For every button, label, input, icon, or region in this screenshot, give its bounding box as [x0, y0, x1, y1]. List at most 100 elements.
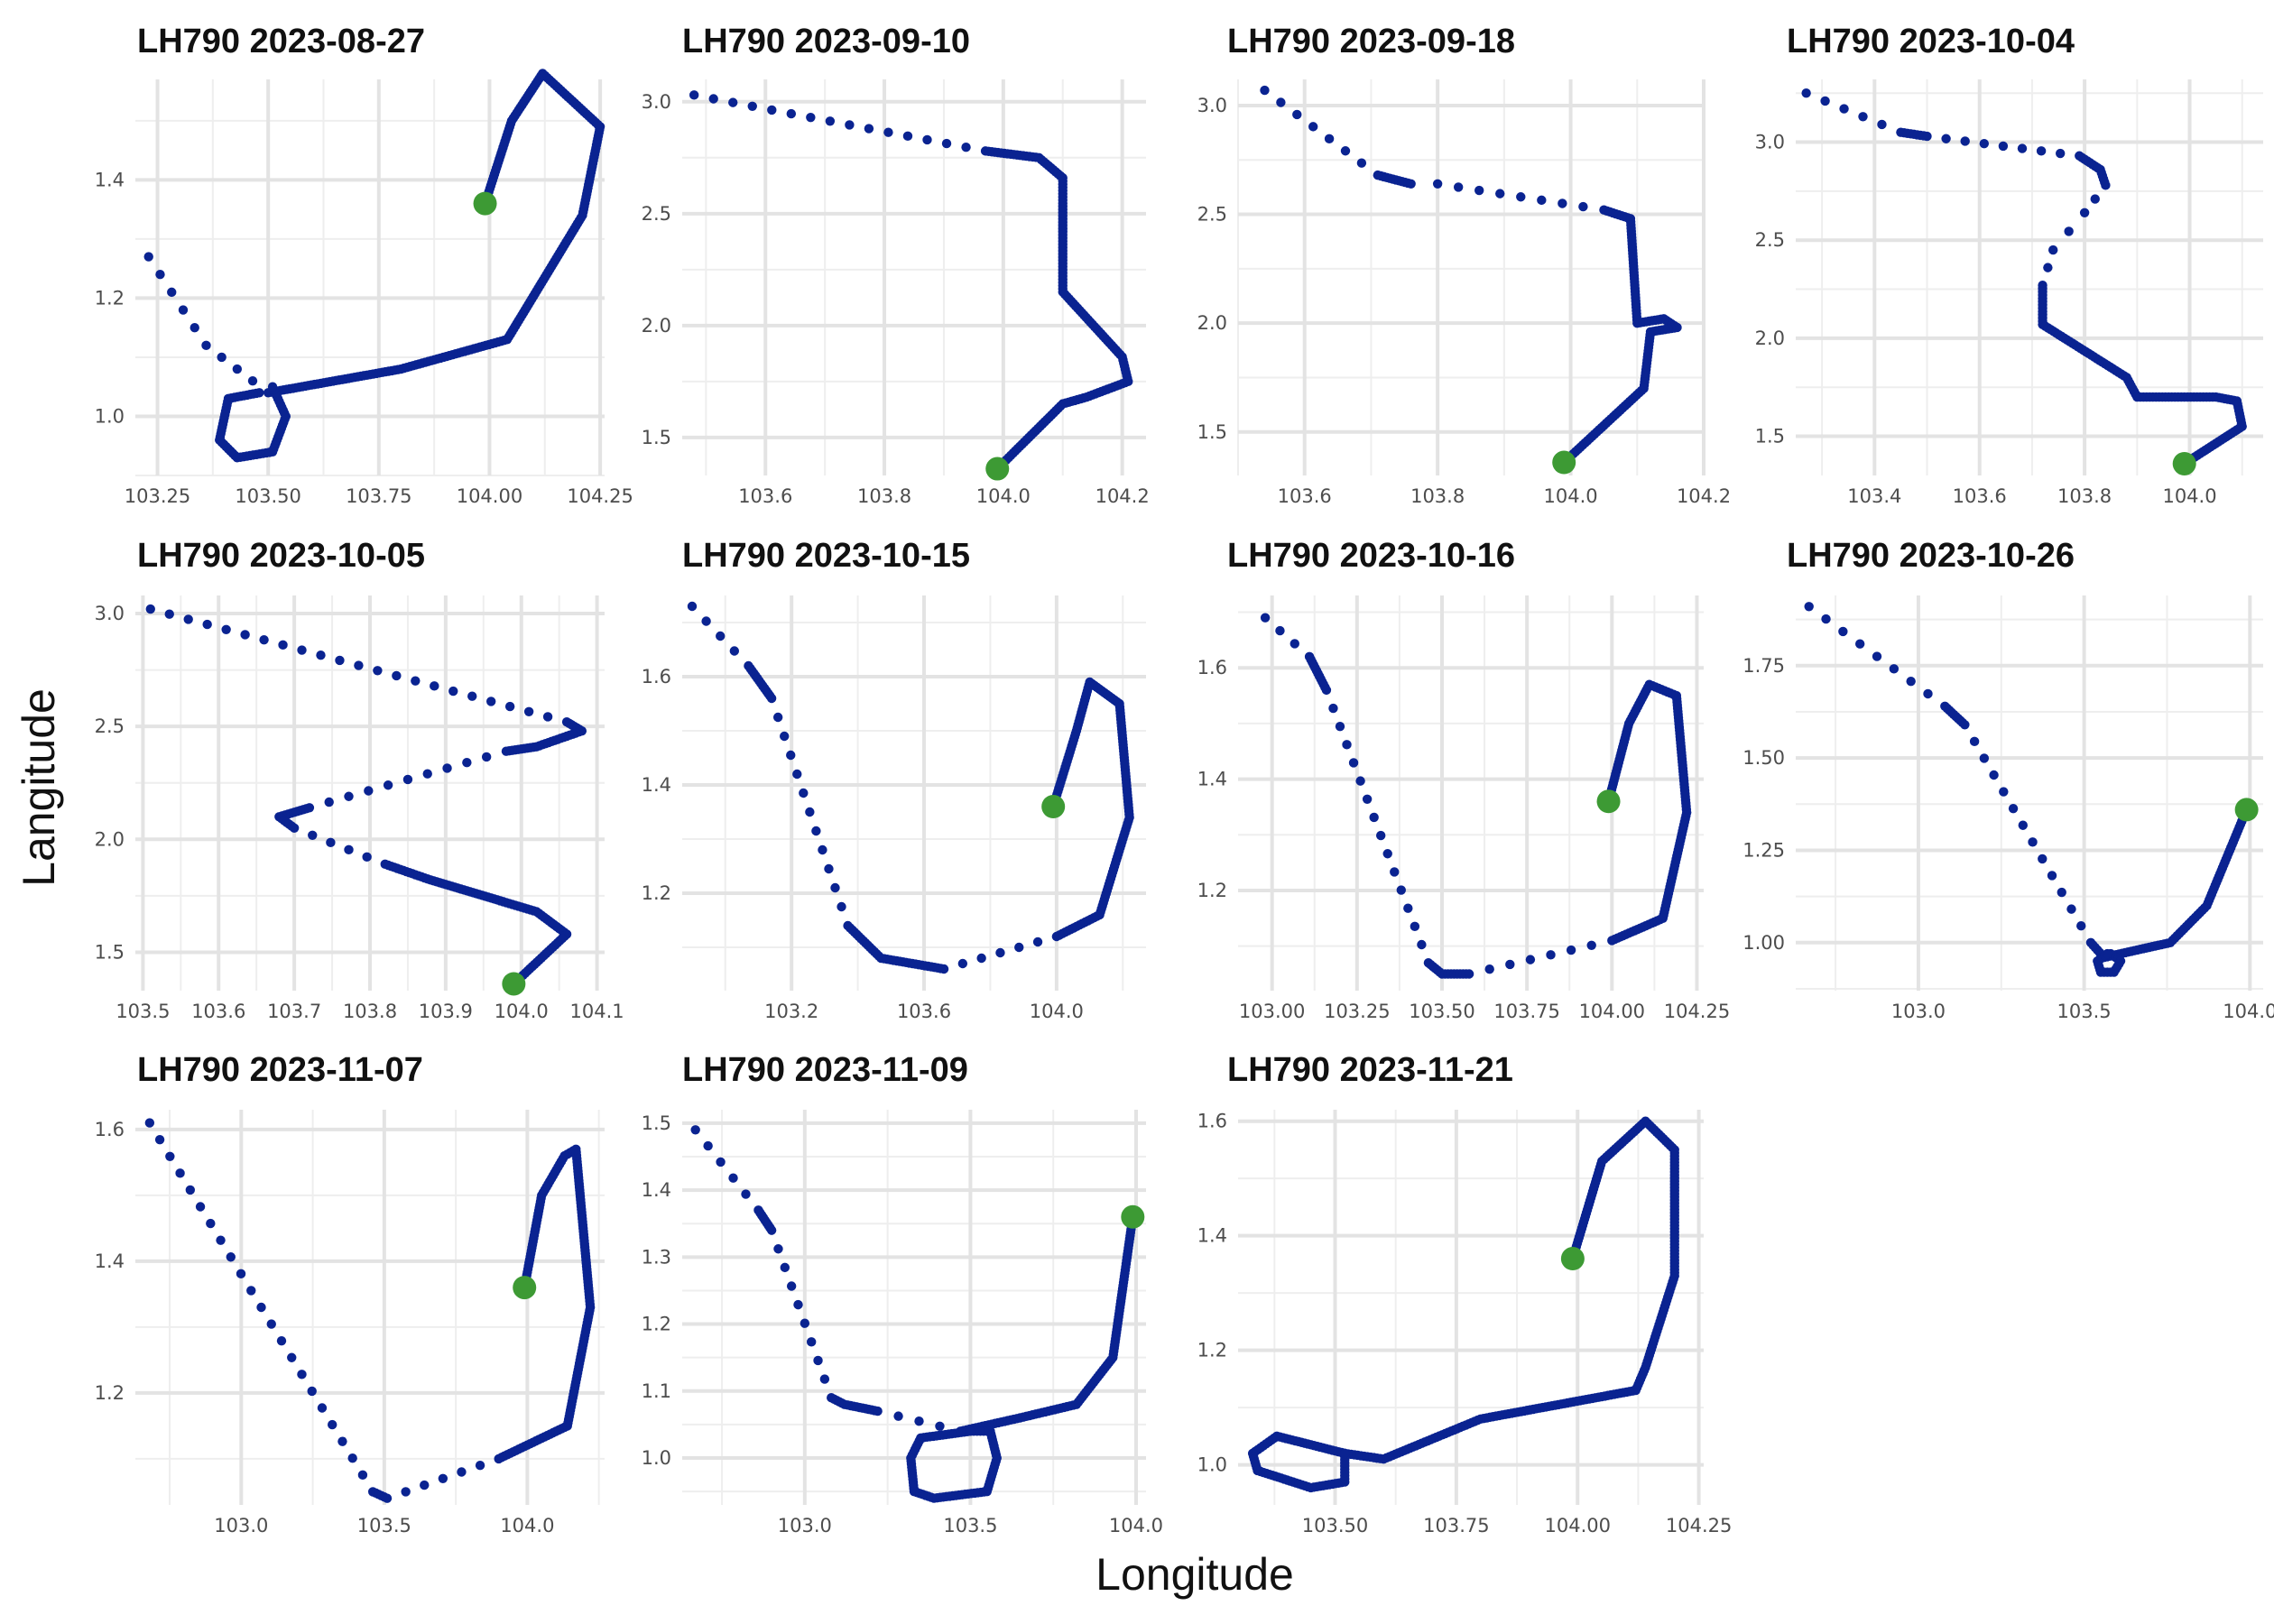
track-point: [195, 1202, 206, 1212]
y-tick-label: 1.2: [1197, 1340, 1227, 1361]
track-point: [2079, 208, 2090, 217]
track-point: [190, 322, 199, 333]
endpoint-marker: [502, 972, 526, 996]
track-point: [2028, 837, 2038, 847]
x-tick-label: 104.25: [1664, 1001, 1730, 1022]
track-point: [542, 712, 553, 722]
endpoint-marker: [513, 1276, 537, 1300]
track-point: [1578, 201, 1588, 212]
track-point: [1340, 146, 1351, 156]
track-point: [1342, 740, 1352, 750]
track-point: [703, 1140, 713, 1151]
facet-panel: LH790 2023-10-04 103.4 103.6 103.8 104.0 1.5 2…: [1755, 23, 2263, 507]
track-point: [1396, 885, 1406, 895]
x-tick-label: 104.00: [1579, 1001, 1645, 1022]
y-tick-label: 1.4: [1197, 1225, 1227, 1247]
track-point: [793, 1299, 803, 1310]
facet-panel: LH790 2023-10-26 103.0 103.5 104.0 1.00 1.25 1…: [1742, 537, 2274, 1022]
track-point: [1328, 703, 1338, 714]
facet-panel: LH790 2023-11-21 103.50 103.75 104.00 104.25…: [1197, 1051, 1733, 1536]
y-tick-label: 2.0: [95, 828, 125, 850]
track-point: [2076, 921, 2086, 931]
x-tick-label: 103.0: [1891, 1001, 1946, 1022]
track-point: [175, 1168, 185, 1178]
track-point: [1586, 940, 1596, 950]
track-point: [154, 1134, 165, 1145]
track-point: [287, 1352, 297, 1362]
track-point: [165, 1151, 175, 1161]
track-point: [2048, 245, 2058, 255]
y-tick-label: 1.00: [1742, 932, 1785, 954]
track-point: [401, 1487, 411, 1497]
track-point: [2064, 226, 2074, 236]
facet-panel: LH790 2023-09-10 103.6 103.8 104.0 104.2 1.5 2…: [642, 23, 1150, 507]
track-point: [799, 788, 809, 798]
track-point: [1989, 770, 1999, 780]
x-tick-label: 103.25: [1324, 1001, 1390, 1022]
y-tick-label: 1.5: [642, 1112, 671, 1134]
track-point: [1998, 141, 2009, 152]
track-point: [357, 1470, 368, 1481]
track-point: [183, 614, 193, 624]
track-point: [2018, 820, 2028, 830]
track-point: [786, 750, 796, 761]
track-point: [144, 1118, 155, 1128]
x-tick-label: 104.0: [1109, 1515, 1163, 1536]
y-tick-label: 1.2: [642, 1314, 671, 1335]
track-point: [2055, 148, 2066, 159]
track-point: [1505, 959, 1515, 970]
track-point: [145, 604, 155, 614]
track-point: [276, 1335, 287, 1346]
track-point: [1348, 758, 1359, 768]
track-point: [317, 1403, 328, 1413]
track-point: [259, 634, 269, 645]
track-point: [307, 1386, 317, 1397]
panel-title: LH790 2023-10-26: [1787, 537, 2075, 575]
endpoint-marker: [985, 457, 1010, 481]
track-point: [1362, 794, 1373, 804]
track-point: [690, 1125, 700, 1135]
x-tick-label: 103.6: [897, 1001, 951, 1022]
track-point: [773, 1244, 783, 1254]
x-tick-label: 103.75: [1493, 1001, 1559, 1022]
panel-grid: LH790 2023-08-27 103.25 103.50 103.75 104.00…: [95, 23, 2274, 1536]
track-point: [448, 686, 458, 697]
x-tick-label: 103.9: [419, 1001, 473, 1022]
track-point: [326, 837, 336, 848]
track-point: [1838, 626, 1848, 637]
track-point: [1979, 138, 1990, 149]
track-point: [2090, 194, 2100, 204]
y-tick-label: 1.50: [1742, 747, 1785, 769]
y-tick-label: 1.2: [95, 1382, 125, 1404]
y-tick-label: 2.5: [1197, 204, 1227, 226]
track-point: [523, 706, 534, 716]
track-point: [328, 1419, 337, 1430]
track-point: [1537, 195, 1547, 206]
track-point: [1290, 639, 1299, 649]
x-axis-title: Longitude: [1095, 1549, 1294, 1600]
endpoint-marker: [1041, 795, 1066, 818]
track-point: [1406, 179, 1416, 189]
x-tick-label: 103.5: [116, 1001, 170, 1022]
x-tick-label: 103.7: [267, 1001, 321, 1022]
y-tick-label: 1.4: [642, 774, 671, 796]
track-point: [278, 640, 288, 651]
track-point: [1340, 1448, 1350, 1459]
panel-title: LH790 2023-11-09: [682, 1051, 968, 1089]
track-point: [728, 97, 738, 107]
x-tick-label: 104.0: [1030, 1001, 1084, 1022]
track-point: [364, 786, 374, 796]
y-tick-label: 1.1: [642, 1380, 671, 1402]
track-point: [442, 763, 452, 773]
track-point: [741, 1189, 751, 1199]
track-point: [1999, 787, 2009, 797]
track-point: [2038, 854, 2048, 864]
y-tick-label: 1.2: [642, 882, 671, 904]
facet-panel: LH790 2023-10-15 103.2 103.6 104.0 1.2 1.4 1.6: [642, 537, 1146, 1022]
track-point: [373, 666, 383, 676]
track-point: [830, 882, 840, 893]
track-point: [883, 127, 893, 137]
track-point: [324, 797, 334, 807]
track-point: [1321, 685, 1332, 696]
track-point: [1275, 625, 1285, 636]
